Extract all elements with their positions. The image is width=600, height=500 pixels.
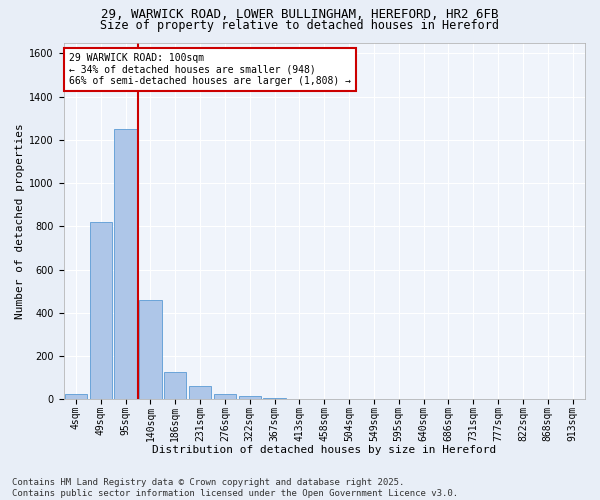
Bar [263,398,286,400]
Text: Contains HM Land Registry data © Crown copyright and database right 2025.
Contai: Contains HM Land Registry data © Crown c… [12,478,458,498]
Bar [189,386,211,400]
Bar [164,372,187,400]
Text: Size of property relative to detached houses in Hereford: Size of property relative to detached ho… [101,18,499,32]
Bar [214,394,236,400]
Bar [65,394,87,400]
Text: 29, WARWICK ROAD, LOWER BULLINGHAM, HEREFORD, HR2 6FB: 29, WARWICK ROAD, LOWER BULLINGHAM, HERE… [101,8,499,20]
Bar [139,300,161,400]
X-axis label: Distribution of detached houses by size in Hereford: Distribution of detached houses by size … [152,445,496,455]
Bar [89,222,112,400]
Bar [239,396,261,400]
Y-axis label: Number of detached properties: Number of detached properties [15,123,25,319]
Text: 29 WARWICK ROAD: 100sqm
← 34% of detached houses are smaller (948)
66% of semi-d: 29 WARWICK ROAD: 100sqm ← 34% of detache… [69,53,351,86]
Bar [115,129,137,400]
